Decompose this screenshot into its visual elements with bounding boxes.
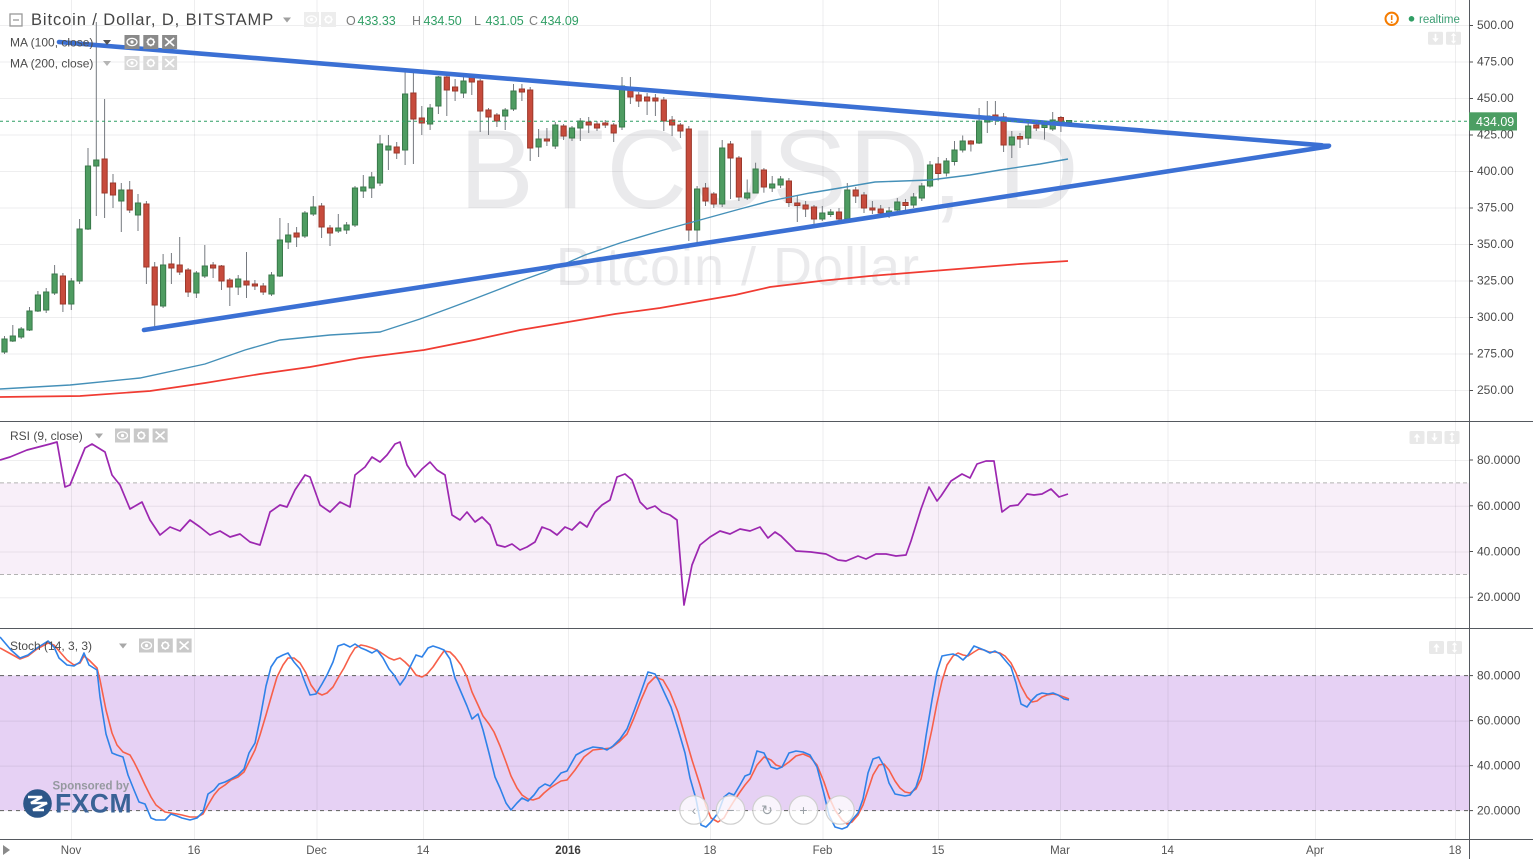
svg-text:434.09: 434.09: [541, 14, 579, 28]
svg-text:434.09: 434.09: [1476, 115, 1514, 129]
svg-text:realtime: realtime: [1419, 14, 1460, 26]
svg-text:40.0000: 40.0000: [1477, 545, 1521, 559]
svg-text:O: O: [346, 14, 356, 28]
svg-text:MA (100, close): MA (100, close): [10, 36, 93, 50]
svg-text:433.33: 433.33: [358, 14, 396, 28]
svg-text:60.0000: 60.0000: [1477, 499, 1521, 513]
svg-text:RSI (9, close): RSI (9, close): [10, 429, 83, 443]
svg-text:FXCM: FXCM: [55, 789, 132, 819]
svg-text:18: 18: [1449, 845, 1462, 857]
svg-text:500.00: 500.00: [1477, 18, 1514, 32]
svg-text:Bitcoin / Dollar: Bitcoin / Dollar: [556, 237, 920, 297]
svg-text:15: 15: [932, 845, 945, 857]
svg-text:40.0000: 40.0000: [1477, 759, 1521, 773]
svg-text:475.00: 475.00: [1477, 55, 1514, 69]
svg-text:MA (200, close): MA (200, close): [10, 57, 93, 71]
svg-text:14: 14: [417, 845, 430, 857]
svg-text:Apr: Apr: [1306, 845, 1324, 857]
svg-text:375.00: 375.00: [1477, 201, 1514, 215]
svg-text:Sponsored by: Sponsored by: [53, 781, 130, 793]
svg-text:20.0000: 20.0000: [1477, 804, 1521, 818]
svg-text:250.00: 250.00: [1477, 383, 1514, 397]
svg-text:Feb: Feb: [813, 845, 833, 857]
svg-text:450.00: 450.00: [1477, 91, 1514, 105]
svg-text:Bitcoin / Dollar, D, BITSTAMP: Bitcoin / Dollar, D, BITSTAMP: [31, 11, 274, 29]
svg-text:425.00: 425.00: [1477, 128, 1514, 142]
svg-text:400.00: 400.00: [1477, 164, 1514, 178]
svg-text:2016: 2016: [555, 845, 581, 857]
svg-text:Mar: Mar: [1050, 845, 1070, 857]
svg-text:350.00: 350.00: [1477, 237, 1514, 251]
svg-text:C: C: [529, 14, 538, 28]
svg-text:Stoch (14, 3, 3): Stoch (14, 3, 3): [10, 639, 92, 653]
svg-text:Dec: Dec: [306, 845, 327, 857]
svg-text:↻: ↻: [761, 802, 773, 818]
svg-text:80.0000: 80.0000: [1477, 669, 1521, 683]
svg-text:+: +: [799, 802, 807, 818]
svg-text:16: 16: [188, 845, 201, 857]
svg-text:Nov: Nov: [61, 845, 82, 857]
svg-text:300.00: 300.00: [1477, 310, 1514, 324]
svg-text:H: H: [412, 14, 421, 28]
svg-text:20.0000: 20.0000: [1477, 590, 1521, 604]
svg-text:18: 18: [704, 845, 717, 857]
svg-text:60.0000: 60.0000: [1477, 714, 1521, 728]
svg-text:›: ›: [838, 802, 843, 818]
svg-text:80.0000: 80.0000: [1477, 453, 1521, 467]
svg-text:L: L: [474, 14, 481, 28]
svg-text:275.00: 275.00: [1477, 347, 1514, 361]
svg-text:325.00: 325.00: [1477, 274, 1514, 288]
svg-text:431.05: 431.05: [486, 14, 524, 28]
svg-text:14: 14: [1161, 845, 1174, 857]
svg-text:−: −: [726, 802, 734, 818]
svg-text:‹: ‹: [692, 802, 697, 818]
svg-text:434.50: 434.50: [424, 14, 462, 28]
